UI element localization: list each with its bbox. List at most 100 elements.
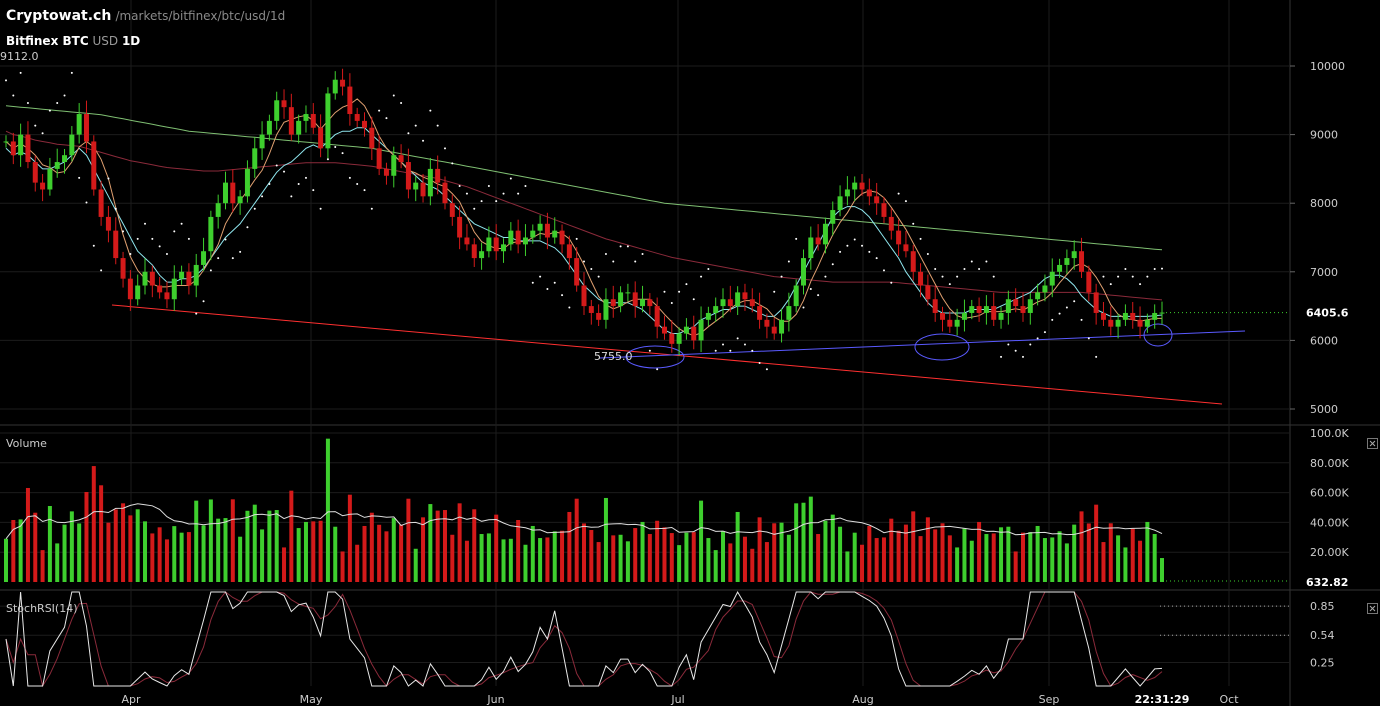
candle-body [552,230,558,238]
volume-bar [457,503,462,582]
sar-dot [1058,312,1061,315]
sar-dot [978,268,981,271]
sar-dot [546,287,549,290]
volume-bar [933,529,938,582]
sar-dot [517,192,520,195]
candle-body [449,203,455,217]
trendlines [111,304,1246,405]
volume-bar [472,509,477,582]
candle-body [1100,312,1106,320]
volume-bar [1013,551,1018,582]
candle-body [479,251,485,259]
candle-body [544,223,550,238]
candle-body [318,127,324,149]
candle-body [983,306,989,313]
sar-dot [678,290,681,293]
volume-bar [838,526,843,582]
volume-bar [230,499,235,582]
volume-bar [823,520,828,582]
volume-bar [33,512,38,582]
sar-dot [480,200,483,203]
candle-body [164,292,170,300]
candle-body [259,134,265,149]
close-stochrsi-pane-icon[interactable] [1367,603,1378,614]
candle-body [83,114,89,142]
volume-bar [655,520,660,582]
volume-bar [296,528,301,582]
sar-dot [144,222,147,225]
volume-bar [121,503,126,582]
candle-body [837,196,843,211]
sar-dot [436,124,439,127]
sar-dot [85,201,88,204]
sar-dot [48,109,51,112]
volume-tick-label: 60.00K [1310,487,1349,500]
sar-dot [122,230,125,233]
sar-dot [348,176,351,179]
sar-dot [502,192,505,195]
candle-body [749,299,755,307]
candle-body [354,114,360,121]
sar-dot [495,200,498,203]
sar-dot [685,283,688,286]
candle-body [779,319,785,334]
sar-dot [875,257,878,260]
volume-bar [377,524,382,582]
volume-bar [106,522,111,582]
sar-dot [41,132,44,135]
sar-dot [597,275,600,278]
interval-label[interactable]: 1D [121,34,141,48]
volume-bar [1020,532,1025,582]
sar-dot [809,287,812,290]
sar-dot [897,192,900,195]
sar-dot [656,368,659,371]
candle-body [925,285,931,300]
sar-dot [934,268,937,271]
candle-body [471,244,477,259]
close-volume-pane-icon[interactable] [1367,438,1378,449]
candle-body [296,120,302,135]
url-path: /markets/bitfinex/btc/usd/1d [115,9,286,23]
candle-body [910,251,916,272]
volume-bar [596,542,601,582]
volume-bar [40,550,45,582]
volume-bar [611,535,616,582]
sar-dot [458,185,461,188]
candle-body [1152,312,1158,320]
volume-bar [940,523,945,582]
sar-dot [341,152,344,155]
sar-dot [634,260,637,263]
exchange-pair: Bitfinex BTC [6,34,89,48]
sar-dot [283,170,286,173]
candle-body [815,237,821,245]
candle-body [947,319,953,327]
volume-bar [530,525,535,582]
sar-dot [663,290,666,293]
candle-body [757,306,763,320]
sar-dot [26,102,29,105]
volume-ma-line [5,503,1163,540]
sar-dot [217,257,220,260]
sar-dot [590,268,593,271]
sar-dot [817,294,820,297]
price-tick-label: 6000 [1310,334,1338,347]
sar-dot [92,244,95,247]
candle-body [727,299,733,307]
price-tick-label: 10000 [1310,60,1345,73]
brand-link[interactable]: Cryptowat.ch [6,8,112,24]
low-circle [625,345,685,369]
candle-body [420,182,426,197]
candle-body [62,155,68,163]
volume-bar [999,527,1004,582]
candle-body [10,141,16,156]
volume-bar [925,517,930,582]
x-tick-label: Oct [1219,693,1239,706]
candle-body [566,244,572,259]
sar-dot [568,306,571,309]
volume-bar [706,538,711,582]
candle-body [427,168,433,197]
sar-dot [1095,355,1098,358]
sar-dot [773,290,776,293]
